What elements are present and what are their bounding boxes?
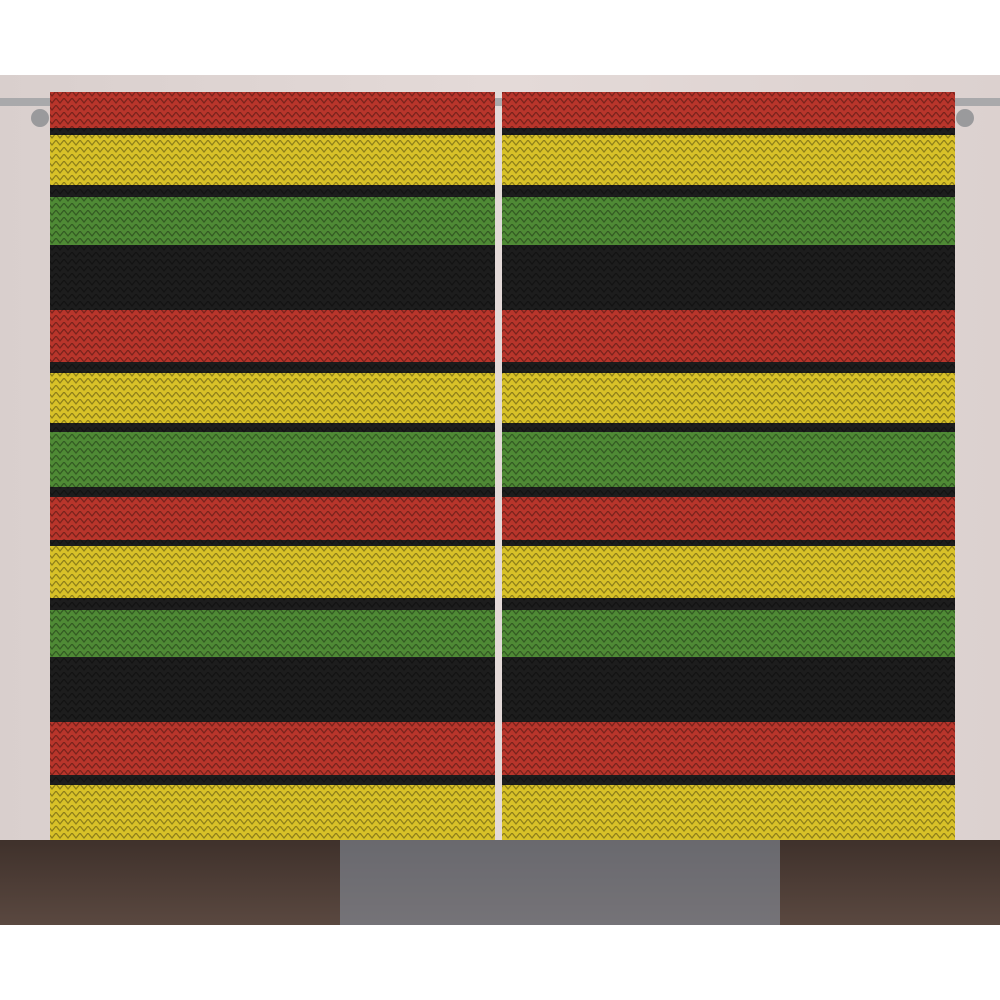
knit-texture: [50, 92, 495, 840]
window-reflection: [340, 840, 780, 925]
curtain-rod: [0, 98, 1000, 106]
rod-bracket: [956, 109, 974, 127]
knit-texture: [502, 92, 955, 840]
rod-bracket: [31, 109, 49, 127]
curtain-panels: [50, 92, 955, 840]
